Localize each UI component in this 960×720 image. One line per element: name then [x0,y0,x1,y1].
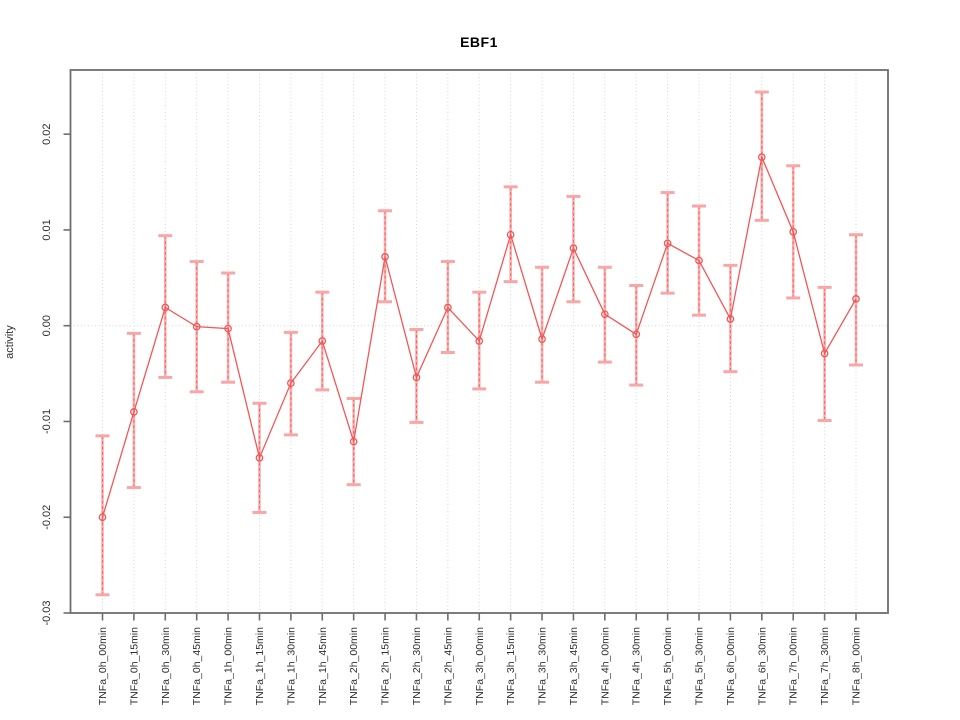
data-point [444,303,452,312]
x-tick-label: TNFa_3h_00min [474,627,486,705]
series-line [101,154,857,518]
data-point [663,239,672,248]
data-point [852,295,860,303]
data-point [475,337,484,345]
data-point [412,373,421,382]
x-tick-label: TNFa_0h_30min [160,627,172,705]
x-tick-label: TNFa_3h_45min [568,627,580,705]
x-tick-label: TNFa_2h_00min [348,627,360,705]
data-point [569,244,578,252]
y-tick-label: -0.02 [41,505,53,530]
data-point [98,513,107,522]
x-tick-label: TNFa_4h_30min [631,627,643,705]
chart-title: EBF1 [460,34,498,50]
data-point [757,153,766,161]
x-tick-label: TNFa_7h_30min [819,627,831,705]
x-tick-label: TNFa_7h_00min [788,627,800,705]
x-tick-label: TNFa_0h_15min [128,627,140,705]
data-point [600,310,609,319]
x-tick-label: TNFa_1h_30min [285,627,297,705]
y-tick-label: 0.02 [41,123,53,144]
x-tick-label: TNFa_3h_15min [505,627,517,705]
data-point [695,256,703,265]
data-point [255,454,264,462]
data-point [224,324,232,333]
data-point [506,230,515,239]
data-point [820,349,829,358]
x-tick-label: TNFa_2h_45min [442,627,454,705]
x-tick-label: TNFa_3h_30min [537,627,549,705]
y-tick-label: -0.03 [41,600,53,625]
y-axis-label-text: activity [4,325,16,359]
x-tick-label: TNFa_2h_30min [411,627,423,705]
x-tick-label: TNFa_5h_00min [662,627,674,705]
data-point [632,330,641,339]
x-tick-label: TNFa_1h_00min [223,627,235,705]
x-tick-label: TNFa_5h_30min [694,627,706,705]
y-tick-label: -0.01 [41,409,53,434]
data-point [318,337,327,345]
data-point [538,335,546,343]
x-tick-label: TNFa_4h_00min [599,627,611,705]
x-tick-label: TNFa_0h_45min [191,627,203,705]
data-point [789,227,798,236]
x-tick-label: TNFa_0h_00min [97,627,109,705]
data-point [161,303,170,312]
data-point [349,437,358,446]
x-tick-label: TNFa_6h_30min [756,627,768,705]
data-point [287,379,295,388]
x-tick-label: TNFa_6h_00min [725,627,737,705]
x-tick-label: TNFa_8h_00min [851,627,863,705]
x-tick-label: TNFa_2h_15min [380,627,392,705]
x-tick-label: TNFa_1h_45min [317,627,329,705]
data-point [192,322,201,331]
data-point [381,252,389,261]
data-point [130,408,138,416]
y-tick-label: 0.01 [41,219,53,240]
y-tick-label: 0.00 [41,315,53,336]
x-tick-label: TNFa_1h_15min [254,627,266,705]
data-point [726,315,735,323]
